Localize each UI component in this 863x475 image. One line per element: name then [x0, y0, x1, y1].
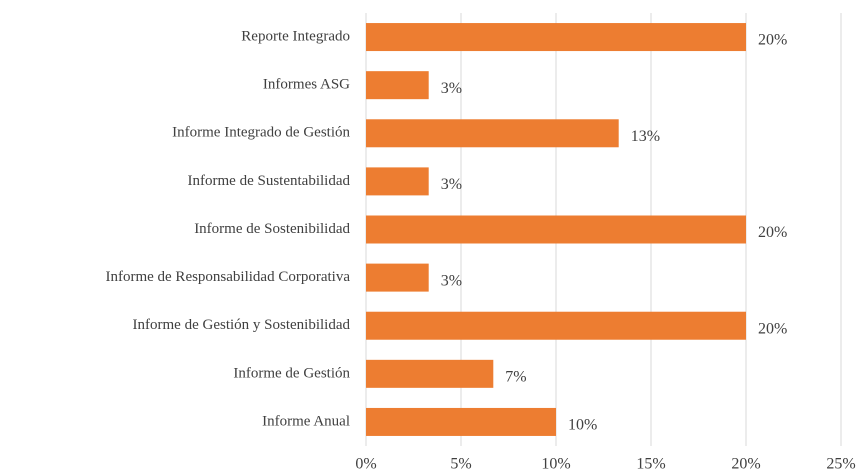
data-label: 3% — [441, 80, 462, 97]
data-label: 3% — [441, 272, 462, 289]
x-tick-label: 20% — [731, 456, 760, 473]
bar — [366, 407, 556, 436]
x-tick-label: 0% — [355, 456, 376, 473]
data-label: 20% — [758, 224, 787, 241]
data-label: 13% — [631, 128, 660, 145]
bar — [366, 263, 429, 292]
x-tick-label: 5% — [450, 456, 471, 473]
y-tick-label: Informe de Gestión y Sostenibilidad — [133, 317, 351, 333]
bar — [366, 71, 429, 100]
y-tick-label: Informe de Sostenibilidad — [194, 221, 350, 237]
y-tick-label: Informe Anual — [262, 413, 350, 429]
data-label: 10% — [568, 417, 597, 434]
y-tick-label: Informe de Gestión — [233, 365, 350, 381]
bar — [366, 119, 619, 148]
y-tick-label: Informe de Sustentabilidad — [188, 173, 351, 189]
bar — [366, 359, 494, 388]
bar — [366, 215, 746, 244]
x-tick-label: 10% — [541, 456, 570, 473]
x-tick-label: 15% — [636, 456, 665, 473]
bar — [366, 311, 746, 340]
y-tick-label: Reporte Integrado — [241, 28, 350, 44]
data-label: 20% — [758, 320, 787, 337]
data-label: 20% — [758, 32, 787, 49]
y-tick-label: Informes ASG — [263, 77, 350, 93]
bar — [366, 167, 429, 196]
y-tick-label: Informe de Responsabilidad Corporativa — [105, 269, 350, 285]
y-tick-label: Informe Integrado de Gestión — [172, 125, 350, 141]
x-tick-label: 25% — [826, 456, 855, 473]
bar — [366, 23, 746, 52]
data-label: 7% — [505, 369, 526, 386]
data-label: 3% — [441, 176, 462, 193]
